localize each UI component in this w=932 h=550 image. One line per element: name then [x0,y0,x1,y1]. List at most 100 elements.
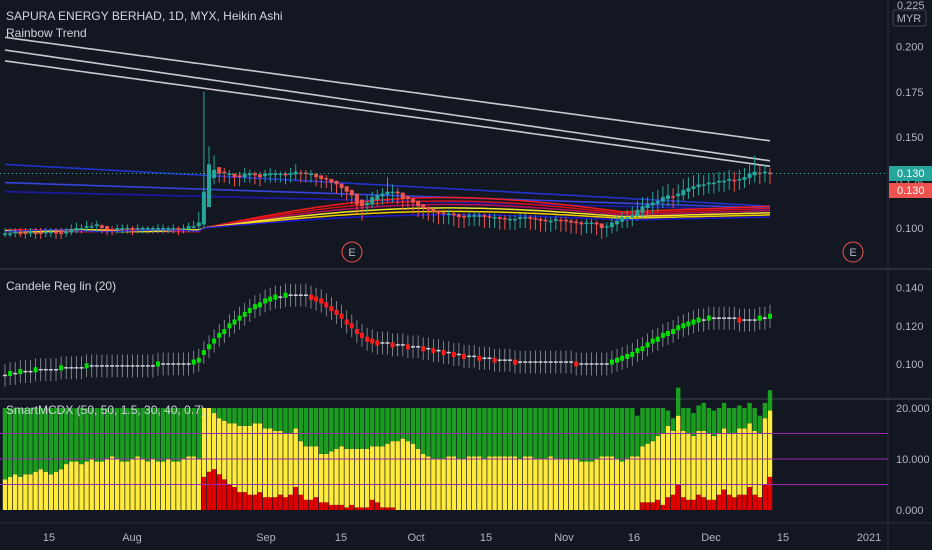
smartmcdx-bar [283,408,288,434]
smartmcdx-bar [727,494,732,510]
reglin-candle [660,332,665,338]
smartmcdx-bar [676,484,681,510]
reglin-candle [625,353,630,359]
smartmcdx-bar [752,408,757,431]
smartmcdx-bar [145,408,150,462]
smartmcdx-bar [721,402,727,429]
smartmcdx-bar [380,408,385,447]
candle-body [309,173,313,176]
smartmcdx-bar [410,408,416,444]
candle-body [655,200,660,204]
reglin-candle [405,344,410,350]
candle-body [227,173,232,176]
indicator-title-reglin: Candele Reg lin (20) [6,279,116,293]
currency-badge[interactable] [892,9,927,27]
reglin-candle [207,344,211,350]
candle-body [54,231,58,234]
smartmcdx-bar [262,408,268,429]
smartmcdx-bar [737,428,742,495]
reglin-candle [54,368,58,371]
smartmcdx-bar [74,408,79,462]
reglin-candle [482,357,487,360]
smartmcdx-bar [38,469,43,510]
reglin-candle [110,365,115,367]
smartmcdx-bar [696,430,701,495]
indicator-title-rainbow-trend: Rainbow Trend [6,26,87,40]
candle-body [242,173,247,178]
candle-body [99,225,104,228]
candle-body [156,228,160,230]
smartmcdx-bar [354,408,360,449]
smartmcdx-bar [650,441,655,503]
smartmcdx-bar [701,497,706,510]
smartmcdx-bar [579,461,584,510]
candle-body [252,173,257,176]
reglin-candle [497,359,502,361]
smartmcdx-bar [33,471,38,510]
smartmcdx-bar [329,451,334,505]
smartmcdx-bar [415,448,421,510]
reglin-candle [502,359,507,361]
reglin-candle [171,363,176,365]
smartmcdx-bar [385,408,390,444]
candle-body [640,206,645,213]
candle-body [671,196,676,198]
ma-line-white [4,36,771,142]
smartmcdx-bar [589,408,594,462]
time-axis-tick: Aug [122,532,142,544]
candle-body [686,188,691,192]
reglin-candle [33,367,38,373]
earnings-event-marker[interactable] [842,241,864,263]
smartmcdx-bar [665,425,671,498]
reglin-candle [314,296,319,302]
candle-body [278,173,283,176]
smartmcdx-bar [211,413,217,470]
candle-body [411,198,415,203]
smartmcdx-bar [706,499,711,510]
smartmcdx-bar [298,441,303,495]
reglin-candle [604,363,609,365]
smartmcdx-bar [426,408,431,457]
candle-body [482,215,487,218]
candle-body [507,218,512,221]
smartmcdx-bar [313,408,319,447]
reglin-candle [691,319,696,325]
smartmcdx-bar [313,446,319,498]
reglin-candle [650,338,655,344]
reglin-candle [507,359,512,361]
last-price-tag [889,166,932,181]
time-axis-tick: 15 [777,532,789,544]
smartmcdx-bar [227,484,232,510]
candle-body [462,216,466,218]
smartmcdx-bar [288,433,293,495]
reglin-candle [666,330,670,336]
smartmcdx-bar [252,494,258,510]
smartmcdx-bar [298,408,303,442]
reglin-candle [181,363,186,365]
reglin-candle [640,346,645,352]
reglin-candle [23,370,28,373]
candle-body [717,180,721,183]
smartmcdx-bar [339,408,344,447]
candle-body [365,202,370,206]
smartmcdx-bar [211,408,217,414]
smartmcdx-bar [466,456,472,510]
reglin-candle [18,369,23,375]
reglin-candle [456,353,461,356]
candle-body [681,189,686,196]
smartmcdx-bar [288,494,293,510]
smartmcdx-bar [686,408,691,434]
smartmcdx-bar [681,430,686,498]
smartmcdx-bar [390,507,395,510]
smartmcdx-bar [380,507,385,510]
candle-body [303,172,308,175]
prev-price-tag [889,183,932,198]
smartmcdx-bar [512,456,518,510]
candle-body [140,228,145,230]
candle-body [553,218,558,221]
earnings-event-marker[interactable] [341,241,363,263]
candle-body [334,180,339,185]
candle-body [711,182,716,185]
reglin-candle [135,365,140,367]
